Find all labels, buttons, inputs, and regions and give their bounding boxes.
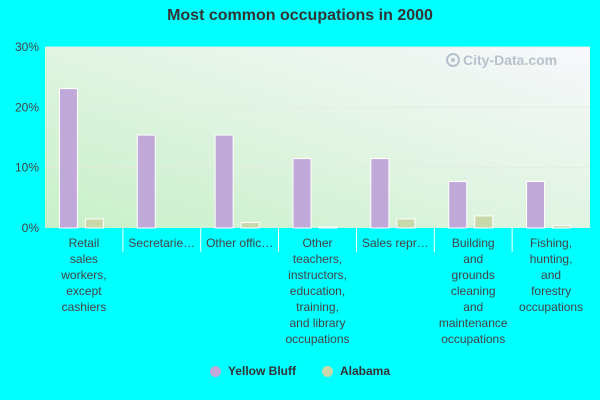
- bar-yellow-bluff: [58, 88, 78, 229]
- watermark: City-Data.com: [446, 52, 557, 68]
- bar-yellow-bluff: [214, 134, 234, 229]
- bar-yellow-bluff: [448, 181, 468, 229]
- legend-item-yellow-bluff: Yellow Bluff: [209, 364, 296, 378]
- x-category-label: Building and grounds cleaning and maintenance…: [439, 236, 508, 346]
- y-tick-label: 20%: [15, 100, 39, 114]
- bar-alabama: [84, 218, 104, 229]
- bars: [58, 88, 572, 229]
- bar-alabama: [240, 222, 260, 229]
- x-category-label: Other offic…: [206, 236, 273, 250]
- legend-swatch-yellow-bluff: [209, 365, 221, 377]
- bar-yellow-bluff: [136, 134, 156, 229]
- x-category-label: Other teachers, instructors, education, trai…: [285, 236, 349, 346]
- plot-area: [45, 47, 590, 228]
- bar-alabama: [474, 215, 494, 229]
- legend-label-alabama: Alabama: [339, 364, 391, 378]
- x-axis-labels: Retail sales workers, except cashiers Secreta…: [60, 236, 583, 346]
- bar-alabama: [552, 225, 572, 229]
- y-tick-label: 10%: [15, 161, 39, 175]
- y-tick-label: 30%: [15, 40, 39, 54]
- category-separators: [122, 228, 513, 252]
- x-category-label: Sales repr…: [362, 236, 429, 250]
- x-category-label: Secretarie…: [128, 236, 195, 250]
- magnifier-icon: [446, 53, 460, 67]
- watermark-text: City-Data.com: [463, 52, 558, 68]
- bar-alabama: [396, 218, 416, 229]
- gridlines: [45, 46, 590, 169]
- bar-yellow-bluff: [292, 158, 312, 229]
- bar-yellow-bluff: [526, 181, 546, 229]
- legend-swatch-alabama: [321, 365, 333, 377]
- legend-label-yellow-bluff: Yellow Bluff: [227, 364, 296, 378]
- y-axis-ticks: 0% 10% 20% 30%: [15, 40, 39, 235]
- legend: Yellow Bluff Alabama: [0, 364, 600, 378]
- x-category-label: Fishing, hunting, and forestry occupations: [519, 236, 583, 314]
- legend-item-alabama: Alabama: [321, 364, 391, 378]
- x-category-label: Retail sales workers, except cashiers: [60, 236, 106, 314]
- y-tick-label: 0%: [22, 221, 40, 235]
- chart-title: Most common occupations in 2000: [167, 7, 433, 24]
- bar-alabama: [318, 226, 338, 229]
- bar-yellow-bluff: [370, 158, 390, 229]
